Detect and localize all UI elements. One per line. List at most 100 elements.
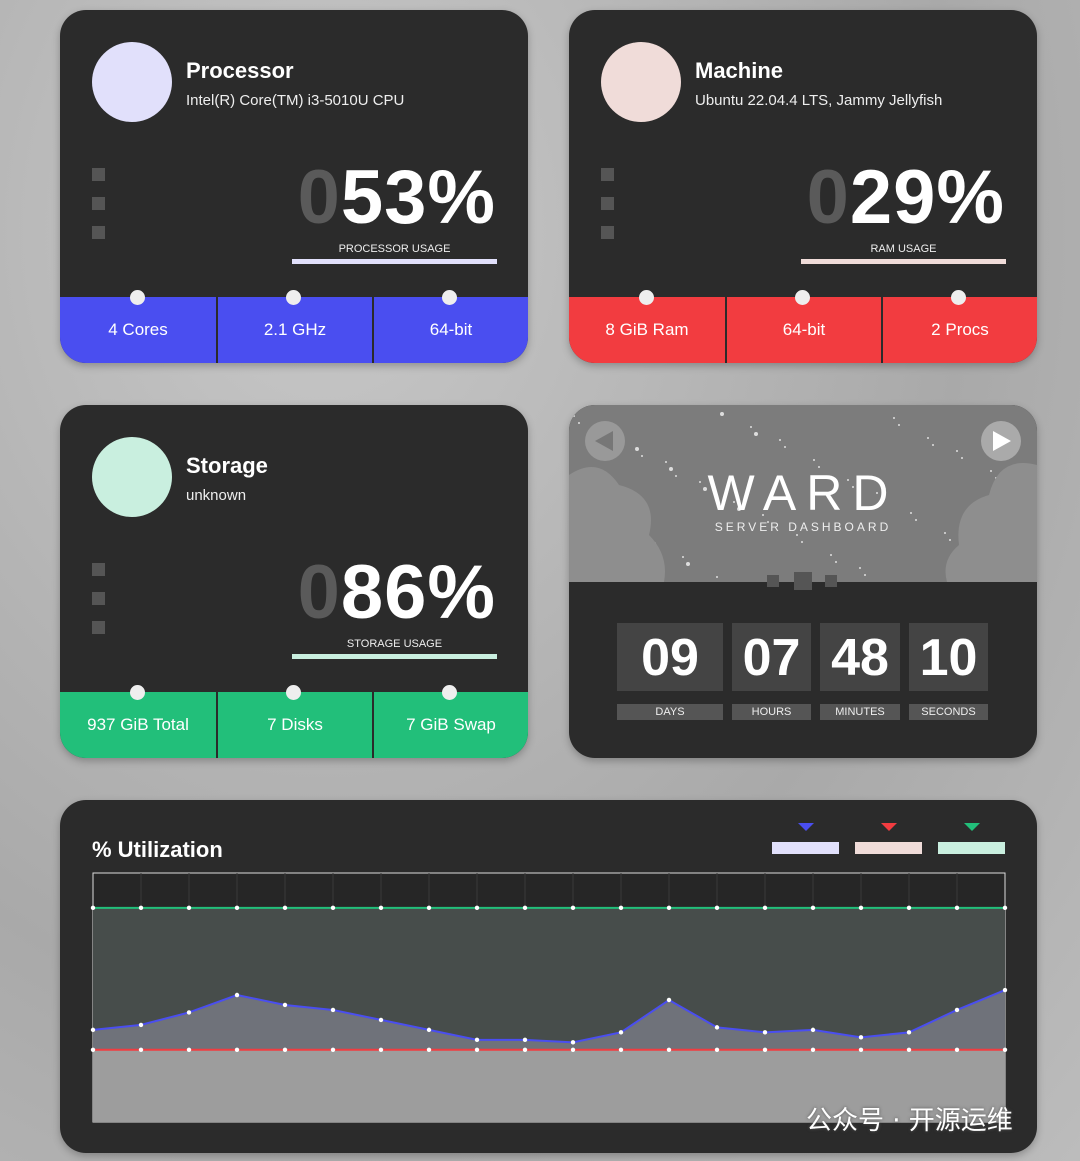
point bbox=[858, 905, 864, 911]
star bbox=[915, 519, 917, 521]
uptime-label: SECONDS bbox=[909, 704, 988, 720]
stat-dot bbox=[639, 290, 654, 305]
star bbox=[784, 446, 786, 448]
point bbox=[1002, 987, 1008, 993]
point bbox=[954, 1007, 960, 1013]
star bbox=[852, 486, 854, 488]
stat-dot bbox=[130, 290, 145, 305]
indicator-square bbox=[92, 168, 105, 181]
usage-value: 086% bbox=[298, 555, 496, 631]
point bbox=[234, 992, 240, 998]
point bbox=[666, 1047, 672, 1052]
cloud bbox=[945, 463, 1037, 582]
avatar-circle bbox=[92, 42, 172, 122]
carousel-indicator bbox=[794, 572, 812, 590]
banner-title: WARD bbox=[708, 465, 899, 521]
legend-marker bbox=[881, 823, 897, 831]
point bbox=[186, 1010, 192, 1015]
point bbox=[138, 905, 144, 911]
star bbox=[944, 532, 946, 534]
star bbox=[932, 444, 934, 446]
star bbox=[893, 417, 895, 419]
watermark: 公众号 · 开源运维 bbox=[806, 1106, 1013, 1136]
usage-bar bbox=[801, 259, 1006, 264]
point bbox=[474, 1047, 480, 1052]
stat-band: 8 GiB Ram 64-bit 2 Procs bbox=[569, 297, 1037, 363]
stat-dot bbox=[442, 290, 457, 305]
point bbox=[666, 905, 672, 911]
point bbox=[570, 1040, 576, 1045]
point bbox=[762, 905, 768, 911]
stat-dot bbox=[130, 685, 145, 700]
star bbox=[716, 576, 718, 578]
point bbox=[474, 1037, 480, 1043]
uptime-value: 09 bbox=[617, 623, 723, 691]
point bbox=[330, 905, 336, 911]
star bbox=[682, 556, 684, 558]
stat: 7 GiB Swap bbox=[372, 692, 528, 758]
point bbox=[90, 1027, 96, 1033]
point bbox=[1002, 1047, 1008, 1052]
stat: 2.1 GHz bbox=[216, 297, 372, 363]
point bbox=[522, 905, 528, 911]
star bbox=[949, 539, 951, 541]
star bbox=[956, 450, 958, 452]
point bbox=[426, 905, 432, 911]
card-subtitle: unknown bbox=[186, 487, 247, 504]
stat-dot bbox=[951, 290, 966, 305]
point bbox=[378, 1047, 384, 1052]
point bbox=[282, 1047, 288, 1052]
stat: 8 GiB Ram bbox=[605, 320, 689, 339]
stat-band: 4 Cores 2.1 GHz 64-bit bbox=[60, 297, 528, 363]
star bbox=[754, 432, 758, 436]
indicator-square bbox=[92, 621, 105, 634]
star bbox=[750, 426, 752, 428]
stat-dot bbox=[442, 685, 457, 700]
point bbox=[858, 1035, 864, 1040]
indicator-square bbox=[92, 226, 105, 239]
point bbox=[474, 905, 480, 911]
point bbox=[618, 1047, 624, 1052]
point bbox=[378, 1017, 384, 1023]
star bbox=[699, 481, 701, 483]
stat: 937 GiB Total bbox=[87, 715, 189, 734]
point bbox=[138, 1022, 144, 1028]
usage-pad: 0 bbox=[297, 550, 341, 635]
indicator-square bbox=[601, 168, 614, 181]
star bbox=[737, 507, 741, 511]
point bbox=[714, 905, 720, 911]
card-title: Processor bbox=[186, 58, 294, 83]
star bbox=[847, 479, 849, 481]
indicator-square bbox=[601, 226, 614, 239]
prev-icon bbox=[595, 431, 613, 451]
indicator-square bbox=[92, 592, 105, 605]
star bbox=[835, 561, 837, 563]
info-card: Processor Intel(R) Core(TM) i3-5010U CPU 0… bbox=[60, 10, 528, 363]
star bbox=[818, 466, 820, 468]
uptime-card: WARD SERVER DASHBOARD 09 DAYS 07 HOURS 48 MINUT… bbox=[569, 405, 1037, 758]
usage-bar bbox=[292, 654, 497, 659]
stat: 64-bit bbox=[372, 297, 528, 363]
point bbox=[762, 1030, 768, 1035]
utilization-chart: % Utilization bbox=[90, 823, 1008, 1123]
legend-marker bbox=[798, 823, 814, 831]
star bbox=[779, 439, 781, 441]
point bbox=[186, 1047, 192, 1052]
stat: 4 Cores bbox=[108, 320, 168, 339]
star bbox=[961, 457, 963, 459]
star bbox=[881, 499, 883, 501]
point bbox=[138, 1047, 144, 1052]
usage-label: RAM USAGE bbox=[870, 243, 937, 255]
card-title: Storage bbox=[186, 453, 268, 478]
info-card: Machine Ubuntu 22.04.4 LTS, Jammy Jellyfi… bbox=[569, 10, 1037, 363]
stat-dot bbox=[795, 290, 810, 305]
star bbox=[665, 461, 667, 463]
point bbox=[714, 1047, 720, 1052]
usage: 86% bbox=[340, 550, 496, 635]
star bbox=[675, 475, 677, 477]
point bbox=[90, 905, 96, 911]
star bbox=[796, 534, 798, 536]
cloud bbox=[569, 467, 665, 582]
usage-value: 029% bbox=[807, 160, 1005, 236]
